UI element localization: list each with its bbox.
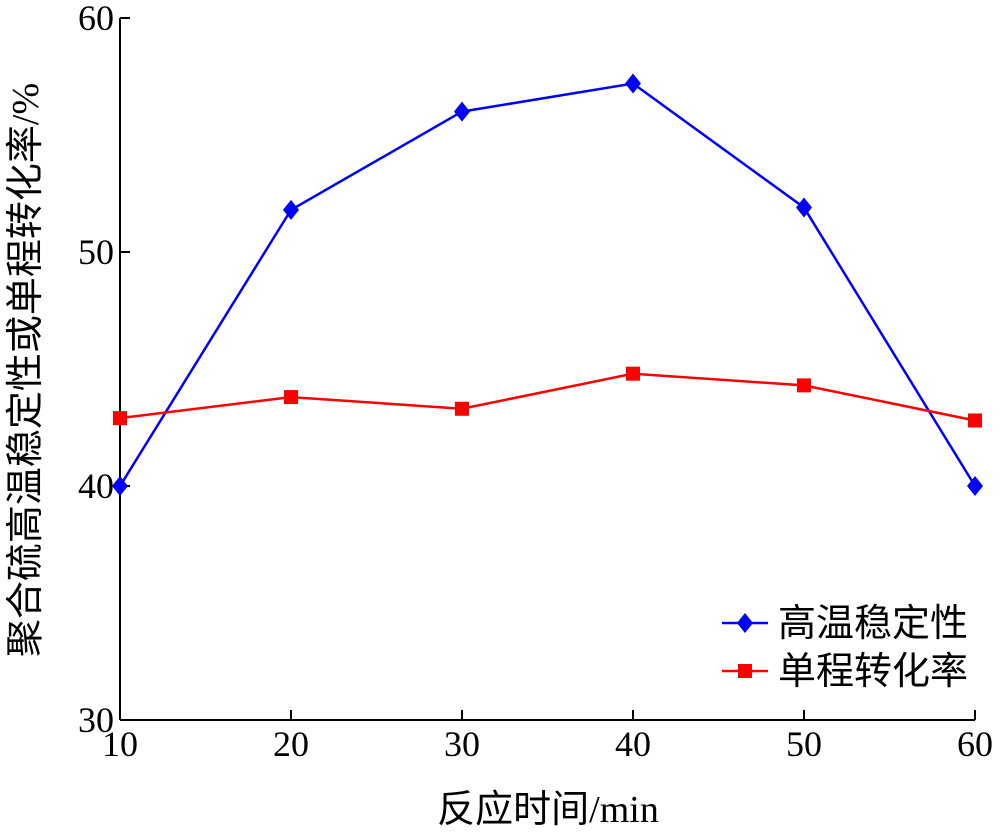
data-point-diamond — [967, 476, 983, 496]
y-tick-label: 30 — [78, 700, 114, 740]
series-single-pass-conversion — [113, 366, 982, 428]
plot-axes — [119, 18, 975, 721]
x-axis-ticks: 10 20 30 40 50 60 — [102, 710, 993, 764]
data-point-square — [455, 401, 469, 416]
y-axis-ticks: 30 40 50 60 — [78, 0, 130, 740]
data-point-square — [797, 378, 811, 393]
y-tick-label: 50 — [78, 232, 114, 272]
y-axis-title: 聚合硫高温稳定性或单程转化率/% — [5, 83, 47, 657]
series-line — [119, 372, 976, 422]
x-tick-label: 30 — [444, 724, 480, 764]
x-tick-label: 40 — [615, 724, 651, 764]
data-point-square — [284, 390, 298, 405]
x-tick-label: 50 — [786, 724, 822, 764]
series-high-temp-stability — [112, 73, 983, 496]
data-point-diamond — [625, 73, 641, 94]
data-point-diamond — [283, 199, 299, 220]
data-point-square — [968, 413, 982, 428]
data-point-diamond — [454, 101, 470, 122]
x-axis-title: 反应时间/min — [437, 789, 659, 831]
legend-marker-single-pass-conversion — [738, 664, 752, 678]
legend-label-single-pass-conversion: 单程转化率 — [778, 651, 968, 693]
legend-label-high-temp-stability: 高温稳定性 — [778, 603, 968, 645]
legend: 高温稳定性 单程转化率 — [722, 603, 968, 693]
data-point-square — [626, 366, 640, 381]
y-tick-label: 40 — [78, 466, 114, 506]
data-point-diamond — [112, 476, 128, 496]
x-tick-label: 20 — [273, 724, 309, 764]
x-tick-label: 10 — [102, 724, 138, 764]
series-layer — [112, 73, 983, 496]
series-line — [118, 82, 977, 487]
legend-marker-high-temp-stability — [737, 613, 753, 633]
data-point-square — [113, 411, 127, 426]
data-point-diamond — [796, 197, 812, 218]
y-tick-label: 60 — [78, 0, 114, 38]
x-tick-label: 60 — [957, 724, 993, 764]
